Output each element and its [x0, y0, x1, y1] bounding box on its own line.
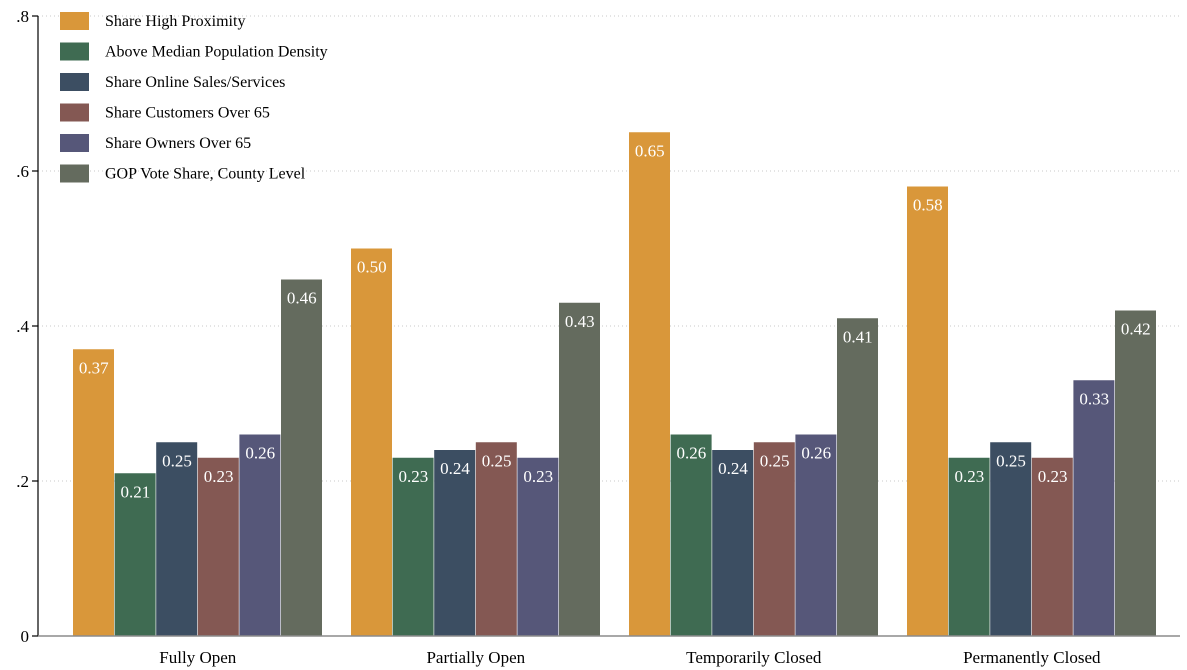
- bar: [197, 457, 239, 636]
- bar-value-label: 0.43: [565, 312, 595, 331]
- bar: [559, 302, 600, 636]
- bar-value-label: 0.23: [523, 467, 553, 486]
- bar: [434, 450, 476, 636]
- bar: [73, 349, 114, 636]
- bar-value-label: 0.25: [482, 451, 512, 470]
- legend-swatch: [60, 12, 89, 30]
- x-category-label: Fully Open: [159, 648, 236, 667]
- legend-label: Above Median Population Density: [105, 44, 328, 61]
- bar: [753, 442, 795, 636]
- bar-value-label: 0.26: [245, 444, 275, 463]
- bar-value-label: 0.37: [79, 358, 109, 377]
- legend-swatch: [60, 134, 89, 152]
- axes: 0 .2 .4 .6 .8 Fully Open Partially Open Tempora…: [16, 7, 1180, 667]
- bar-labels: 0.37 0.21 0.25 0.23 0.26 0.46 0.50 0.23 0.24 0.25…: [79, 141, 1151, 501]
- bar-value-label: 0.23: [955, 467, 985, 486]
- bar-value-label: 0.41: [843, 327, 873, 346]
- bar: [670, 434, 712, 636]
- bar: [351, 248, 392, 636]
- legend-swatch: [60, 42, 89, 61]
- bar: [712, 450, 754, 636]
- bar-value-label: 0.23: [204, 467, 234, 486]
- y-tick-label: .4: [16, 317, 29, 336]
- y-tick-label: .6: [16, 162, 29, 181]
- bar: [795, 434, 837, 636]
- bar: [1031, 457, 1073, 636]
- bars: [73, 132, 1156, 636]
- bar-value-label: 0.24: [718, 459, 748, 478]
- bar: [1073, 380, 1115, 636]
- bar-value-label: 0.21: [121, 482, 151, 501]
- bar: [156, 442, 198, 636]
- y-tick-label: .2: [16, 472, 29, 491]
- bar: [990, 442, 1032, 636]
- bar-value-label: 0.46: [287, 289, 317, 308]
- y-tick-label: .8: [16, 7, 29, 26]
- bar-value-label: 0.25: [760, 451, 790, 470]
- bar-value-label: 0.24: [440, 459, 470, 478]
- bar-value-label: 0.26: [677, 444, 707, 463]
- y-tick-label: 0: [21, 627, 30, 646]
- bar: [281, 279, 322, 636]
- bar-value-label: 0.58: [913, 196, 943, 215]
- bar: [114, 473, 156, 636]
- legend-label: Share Owners Over 65: [105, 135, 251, 152]
- bar-value-label: 0.33: [1079, 389, 1109, 408]
- bar: [837, 318, 878, 636]
- bar-value-label: 0.42: [1121, 320, 1151, 339]
- bar: [392, 457, 434, 636]
- legend-swatch: [60, 73, 89, 91]
- bar-value-label: 0.26: [801, 444, 831, 463]
- x-category-label: Partially Open: [426, 648, 525, 667]
- x-category-label: Temporarily Closed: [686, 648, 822, 667]
- bar: [517, 457, 559, 636]
- legend-label: Share Customers Over 65: [105, 105, 270, 122]
- bar-value-label: 0.25: [162, 451, 192, 470]
- bar: [239, 434, 281, 636]
- legend-label: Share High Proximity: [105, 13, 245, 30]
- bar-value-label: 0.23: [1038, 467, 1068, 486]
- bar: [907, 186, 948, 636]
- bar-value-label: 0.65: [635, 141, 665, 160]
- legend-label: Share Online Sales/Services: [105, 74, 285, 91]
- bar-value-label: 0.25: [996, 451, 1026, 470]
- bar: [629, 132, 670, 636]
- legend: Share High Proximity Above Median Populat…: [60, 12, 328, 183]
- legend-swatch: [60, 164, 89, 183]
- bar: [948, 457, 990, 636]
- legend-swatch: [60, 103, 89, 122]
- bar: [475, 442, 517, 636]
- legend-label: GOP Vote Share, County Level: [105, 166, 306, 183]
- bar: [1115, 310, 1156, 636]
- x-category-label: Permanently Closed: [963, 648, 1101, 667]
- bar-value-label: 0.50: [357, 258, 387, 277]
- bar-value-label: 0.23: [399, 467, 429, 486]
